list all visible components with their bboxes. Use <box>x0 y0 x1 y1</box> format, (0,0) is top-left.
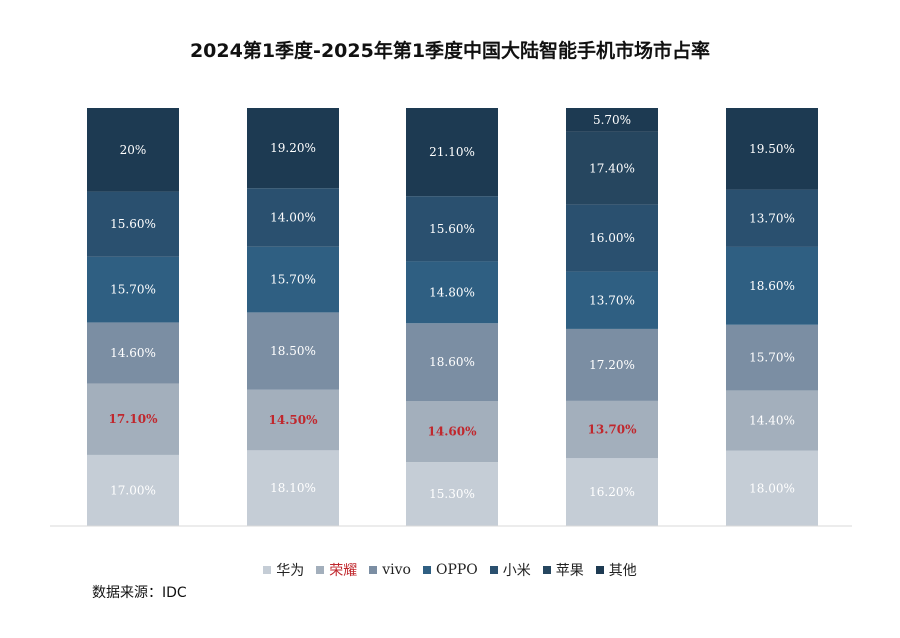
bar-segment-0-3 <box>566 458 658 526</box>
data-label-1-3: 13.70% <box>588 423 638 437</box>
legend-item-3: OPPO <box>422 560 478 580</box>
stacked-bar-chart: 17.00% 17.10% 14.60% 15.70% 15.60% 20% 18.10% 1… <box>50 108 852 527</box>
bar-segment-0-2 <box>406 462 498 526</box>
bar-segment-3-3 <box>566 271 658 329</box>
data-label-1-0: 17.10% <box>109 412 159 426</box>
data-label-1-2: 14.60% <box>428 425 478 439</box>
legend-label-3: OPPO <box>435 562 478 578</box>
legend-item-5: 苹果 <box>542 560 584 580</box>
data-label-2-0: 14.60% <box>110 346 156 360</box>
data-label-6-0: 20% <box>120 143 147 157</box>
bar-segment-1-3 <box>566 400 658 459</box>
bar-segment-4-4 <box>726 189 818 247</box>
bar-segment-3-1 <box>247 246 339 313</box>
legend-swatch-5 <box>542 566 551 574</box>
bar-segment-0-1 <box>247 450 339 526</box>
legend: 华为 荣耀 vivo OPPO 小米 苹果 其他 <box>0 560 900 580</box>
data-label-6-1: 19.20% <box>270 141 316 155</box>
legend-label-1: 荣耀 <box>329 563 358 579</box>
bar-segment-1-2 <box>406 401 498 463</box>
data-label-4-0: 15.60% <box>110 217 156 231</box>
bar-segment-4-2 <box>406 196 498 262</box>
legend-label-6: 其他 <box>608 563 637 579</box>
legend-item-4: 小米 <box>489 560 531 580</box>
bar-segment-6-4 <box>726 108 818 190</box>
bar-segment-3-2 <box>406 261 498 324</box>
data-label-2-3: 17.20% <box>589 358 635 372</box>
bar-segment-0-0 <box>87 454 179 526</box>
legend-label-0: 华为 <box>276 563 305 579</box>
data-label-3-2: 14.80% <box>429 285 475 299</box>
source-note: 数据来源：IDC <box>92 585 187 601</box>
data-label-0-0: 17.00% <box>110 483 156 497</box>
data-label-4-4: 13.70% <box>749 211 795 225</box>
bar-segment-2-4 <box>726 324 818 391</box>
bar-segment-6-2 <box>406 108 498 197</box>
data-label-1-4: 14.40% <box>749 414 795 428</box>
bar-segment-1-4 <box>726 390 818 451</box>
bar-segment-6-3 <box>566 108 658 132</box>
data-label-3-0: 15.70% <box>110 283 156 297</box>
bar-segment-2-1 <box>247 312 339 390</box>
legend-swatch-1 <box>316 566 325 574</box>
legend-item-1: 荣耀 <box>316 560 357 580</box>
bar-segment-2-2 <box>406 323 498 402</box>
bar-segment-2-3 <box>566 328 658 401</box>
data-label-0-4: 18.00% <box>749 481 795 495</box>
legend-item-6: 其他 <box>595 560 637 580</box>
data-label-4-3: 16.00% <box>589 231 635 245</box>
data-label-3-3: 13.70% <box>589 293 635 307</box>
data-label-2-4: 15.70% <box>749 351 795 365</box>
data-label-1-1: 14.50% <box>269 413 319 427</box>
legend-label-2: vivo <box>382 562 411 578</box>
legend-swatch-4 <box>489 566 498 574</box>
bar-segment-0-4 <box>726 450 818 526</box>
data-label-4-2: 15.60% <box>429 222 475 236</box>
bar-segment-6-0 <box>87 108 179 192</box>
bar-segment-3-0 <box>87 256 179 323</box>
legend-item-2: vivo <box>369 560 411 580</box>
data-label-3-4: 18.60% <box>749 279 795 293</box>
data-label-3-1: 15.70% <box>270 273 316 287</box>
data-label-6-2: 21.10% <box>429 145 475 159</box>
data-label-0-1: 18.10% <box>270 481 316 495</box>
data-label-0-3: 16.20% <box>589 485 635 499</box>
bar-segment-3-4 <box>726 246 818 325</box>
data-label-6-3: 5.70% <box>593 113 631 127</box>
bar-segment-5-3 <box>566 131 658 205</box>
bar-segment-1-0 <box>87 383 179 455</box>
legend-label-4: 小米 <box>502 563 531 579</box>
data-label-4-1: 14.00% <box>270 211 316 225</box>
bar-segment-4-1 <box>247 188 339 247</box>
bar-segment-6-1 <box>247 108 339 189</box>
legend-label-5: 苹果 <box>555 563 584 579</box>
legend-swatch-6 <box>595 566 604 574</box>
bar-segment-1-1 <box>247 389 339 451</box>
data-label-6-4: 19.50% <box>749 142 795 156</box>
legend-swatch-3 <box>422 566 431 574</box>
data-label-5-3: 17.40% <box>589 161 635 175</box>
legend-item-0: 华为 <box>263 560 304 580</box>
bar-segment-4-3 <box>566 204 658 272</box>
chart-title: 2024第1季度-2025年第1季度中国大陆智能手机市场市占率 <box>189 40 711 62</box>
data-label-0-2: 15.30% <box>429 487 475 501</box>
data-label-2-1: 18.50% <box>270 344 316 358</box>
bar-segment-2-0 <box>87 322 179 384</box>
data-label-2-2: 18.60% <box>429 355 475 369</box>
legend-swatch-0 <box>263 566 272 574</box>
legend-swatch-2 <box>369 566 378 574</box>
bar-segment-4-0 <box>87 191 179 257</box>
bars-layer: 17.00% 17.10% 14.60% 15.70% 15.60% 20% 18.10% 1… <box>87 108 818 526</box>
